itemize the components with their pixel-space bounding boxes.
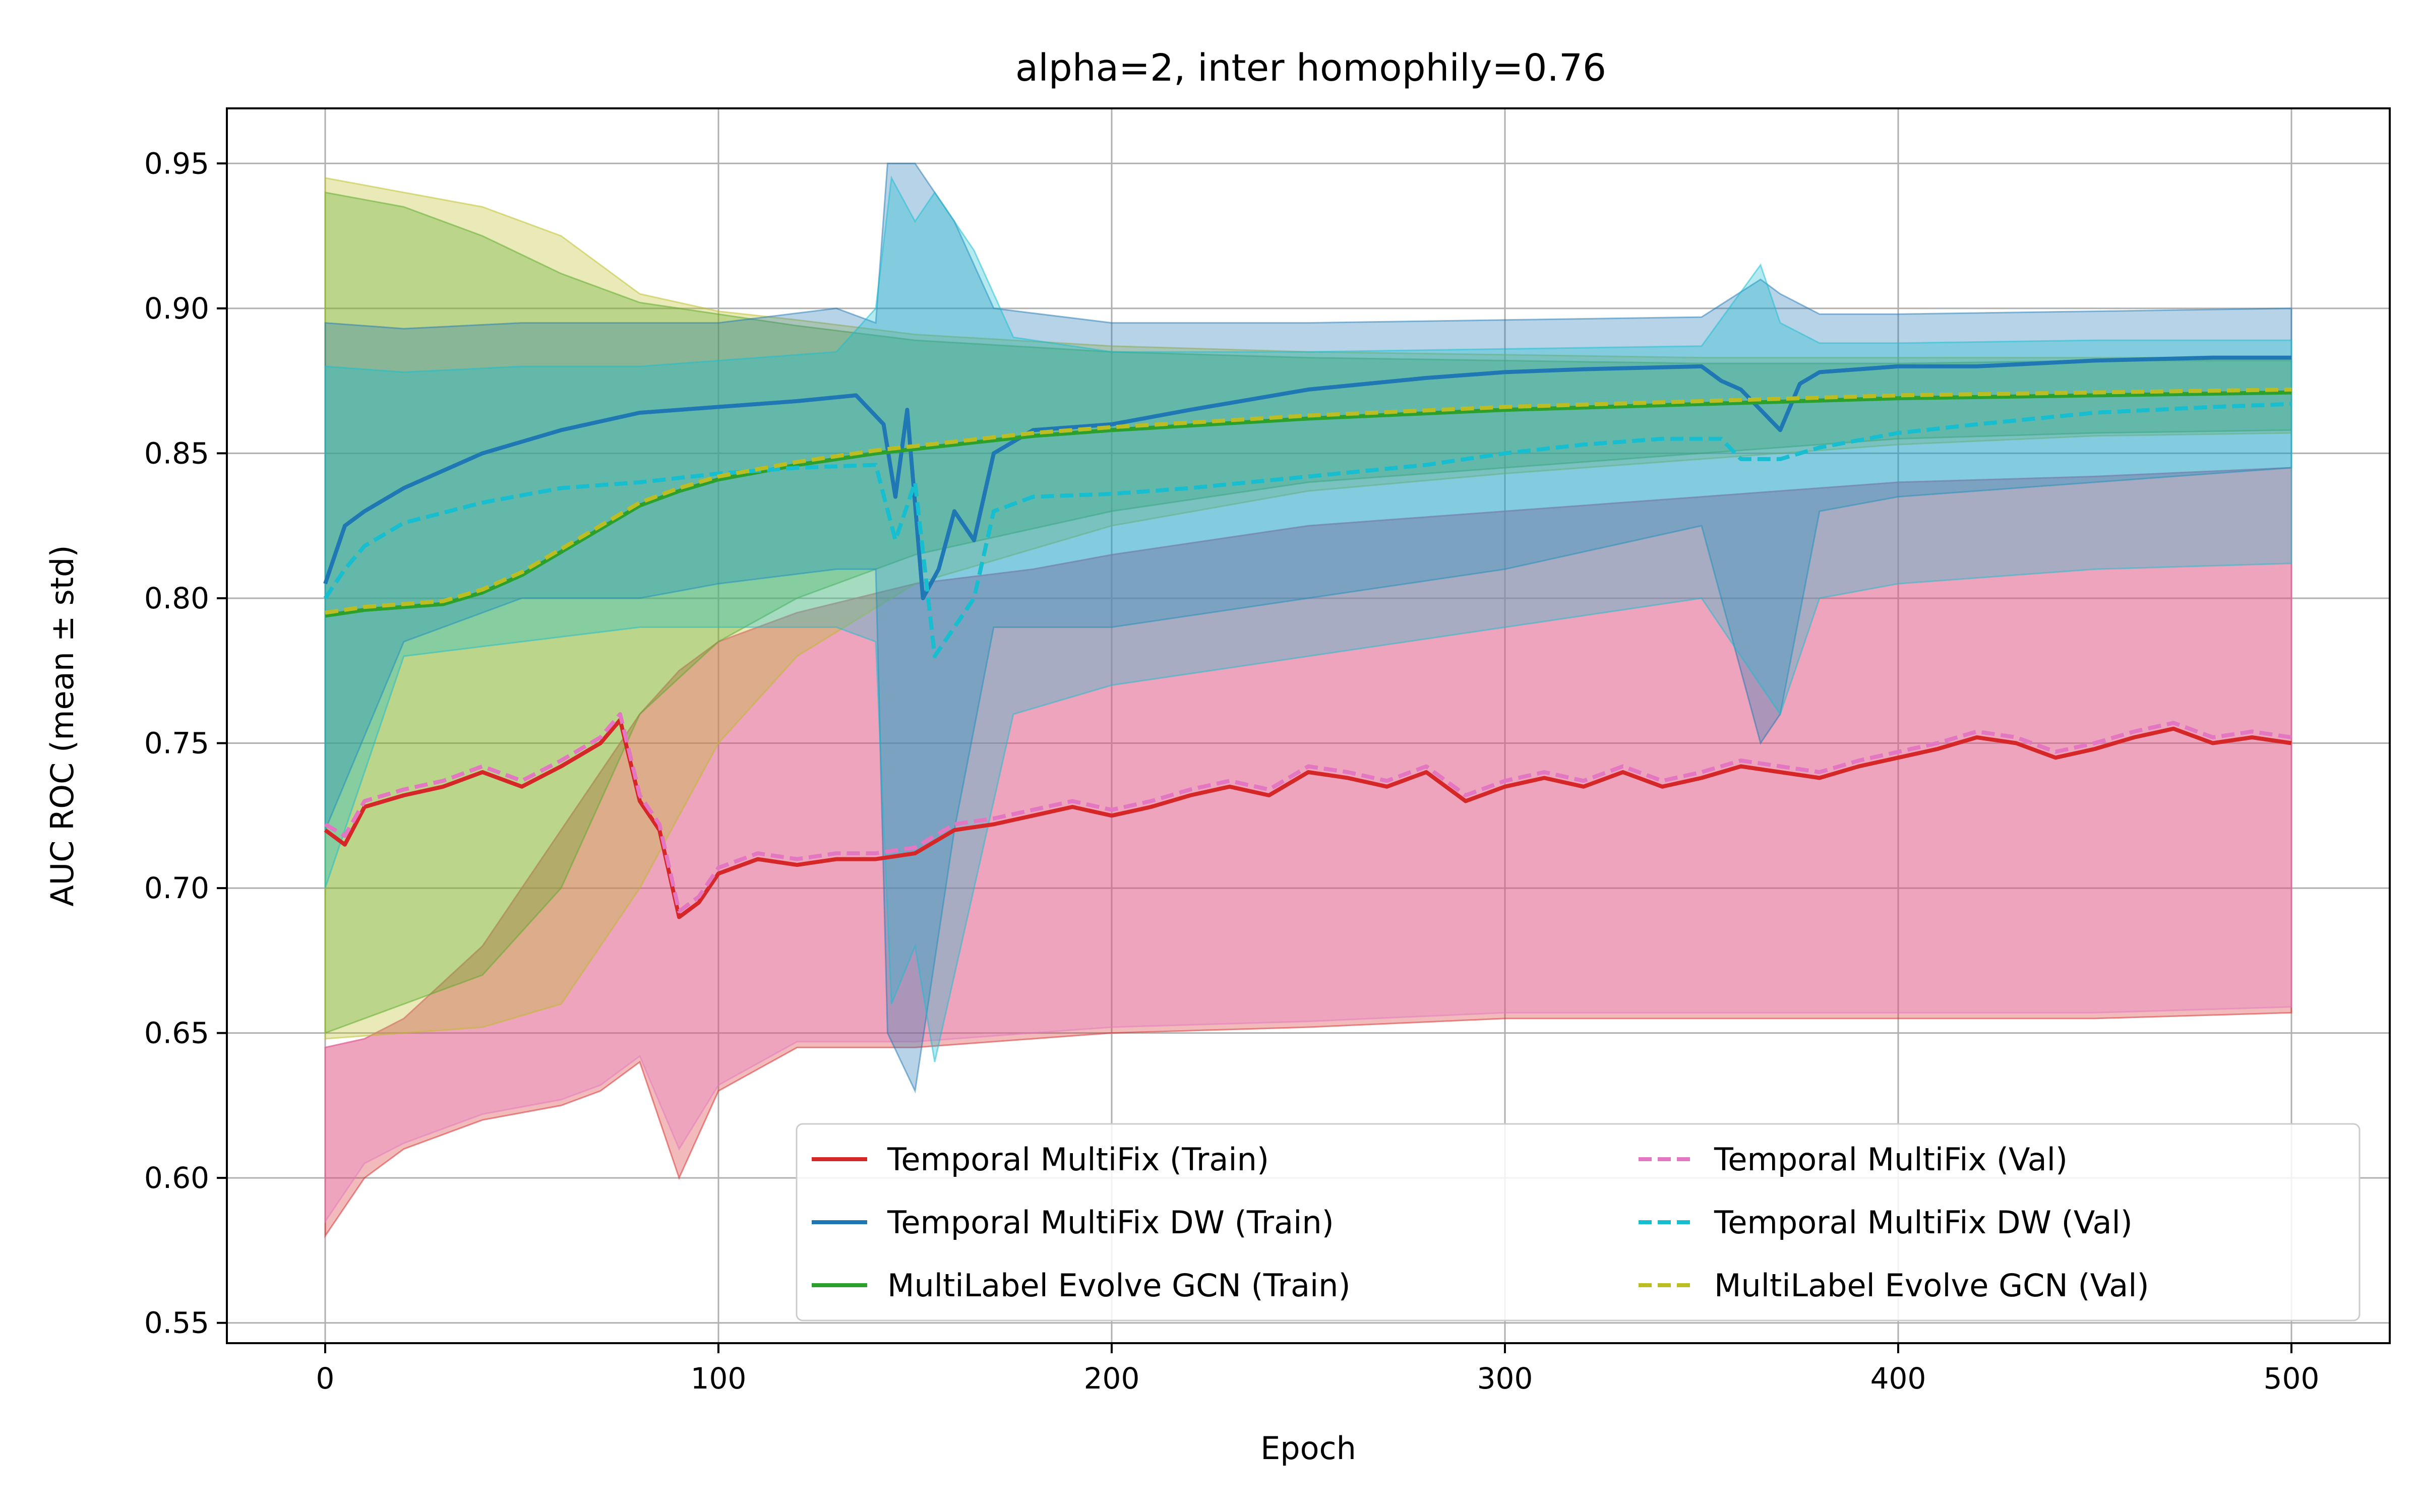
series-line-5: [325, 387, 2292, 615]
x-axis-label: Epoch: [1260, 1430, 1356, 1467]
legend-label-4: Temporal MultiFix DW (Val): [1714, 1204, 2133, 1241]
x-tick-label-2: 200: [1084, 1361, 1140, 1396]
y-tick-label-8: 0.95: [144, 146, 209, 180]
y-tick-label-4: 0.75: [144, 726, 209, 761]
y-tick-label-7: 0.90: [144, 291, 209, 326]
y-axis-label: AUC ROC (mean ± std): [44, 545, 81, 906]
y-tick-label-5: 0.80: [144, 581, 209, 615]
legend-label-3: Temporal MultiFix (Val): [1714, 1141, 2068, 1178]
legend-label-0: Temporal MultiFix (Train): [887, 1141, 1269, 1178]
legend-frame: [796, 1123, 2361, 1321]
chart-title: alpha=2, inter homophily=0.76: [1015, 46, 1606, 90]
legend: Temporal MultiFix (Train) Temporal MultiF…: [796, 1123, 2361, 1321]
y-tick-label-6: 0.85: [144, 436, 209, 470]
x-tick-label-3: 300: [1477, 1361, 1533, 1396]
plot-area-frame: [226, 107, 2391, 1344]
y-tick-label-2: 0.65: [144, 1016, 209, 1050]
series-line-3: [324, 712, 2292, 914]
x-axis-ticks: 0 100 200 300 400 500: [316, 1343, 2320, 1396]
y-tick-label-1: 0.60: [144, 1161, 209, 1195]
legend-label-1: Temporal MultiFix DW (Train): [887, 1204, 1334, 1241]
y-axis-ticks: 0.55 0.60 0.65 0.70 0.75 0.80 0.85 0.90 0.95: [144, 146, 227, 1340]
x-tick-label-1: 100: [691, 1361, 747, 1396]
legend-label-2: MultiLabel Evolve GCN (Train): [887, 1267, 1351, 1304]
x-tick-label-0: 0: [316, 1361, 335, 1396]
series-line-1: [323, 355, 2291, 600]
y-tick-label-0: 0.55: [144, 1306, 209, 1340]
series-line-4: [323, 402, 2292, 658]
series-lines: [323, 355, 2292, 919]
legend-label-5: MultiLabel Evolve GCN (Val): [1714, 1267, 2149, 1304]
y-tick-label-3: 0.70: [144, 871, 209, 905]
x-tick-label-5: 500: [2264, 1361, 2320, 1396]
x-tick-label-4: 400: [1870, 1361, 1926, 1396]
